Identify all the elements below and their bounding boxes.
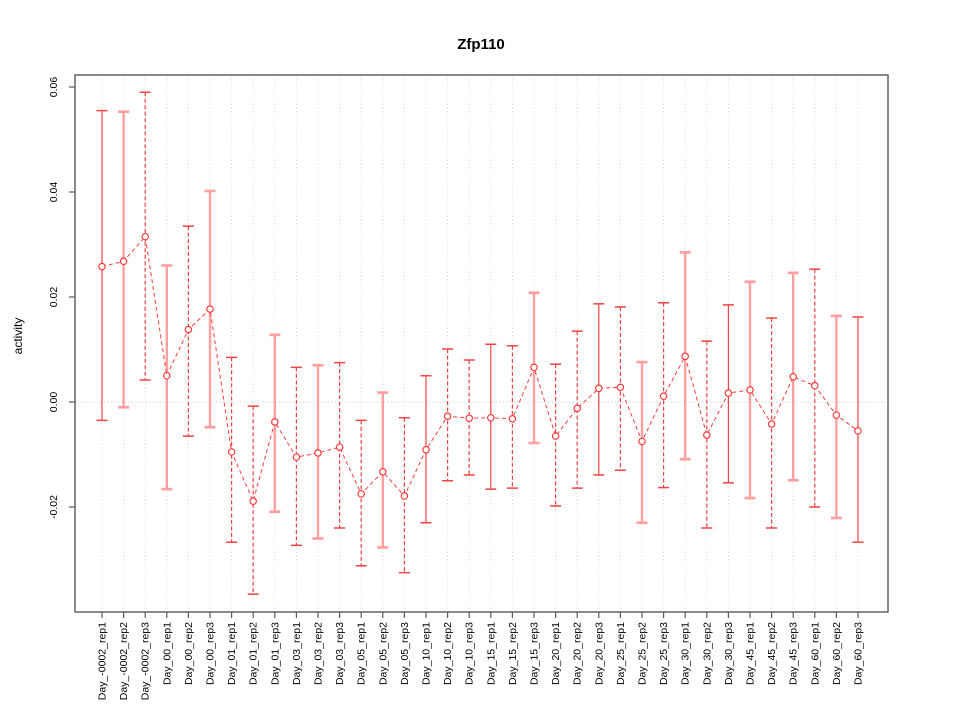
x-tick-label: Day_15_rep1 [485, 622, 497, 685]
data-point [141, 232, 150, 241]
x-tick-label: Day_01_rep2 [248, 622, 260, 685]
data-point [184, 325, 193, 334]
y-tick-label: 0.02 [48, 287, 60, 308]
x-tick-label: Day_00_rep2 [183, 622, 195, 685]
x-tick-label: Day_03_rep1 [291, 622, 303, 685]
x-tick-label: Day_05_rep2 [377, 622, 389, 685]
data-series-layer [96, 91, 864, 595]
data-point [443, 412, 452, 420]
y-tick-label: 0.00 [48, 392, 60, 413]
x-tick-label: Day_01_rep3 [269, 622, 281, 685]
x-tick-label: Day_20_rep2 [572, 622, 584, 685]
x-tick-label: Day_15_rep3 [529, 622, 541, 685]
axis-layer: -0.02 0.00 0.02 0.04 0.06 Day_-0002_rep1 Day_-… [48, 74, 889, 700]
data-point [378, 468, 387, 476]
data-point [98, 262, 106, 271]
data-point [789, 372, 798, 381]
data-point [163, 371, 171, 380]
x-tick-label: Day_30_rep2 [701, 622, 713, 685]
series-line [101, 235, 859, 503]
x-tick-label: Day_03_rep3 [334, 622, 346, 685]
data-point [314, 449, 322, 457]
data-point [227, 448, 236, 456]
grid-layer [76, 76, 887, 611]
data-point [508, 414, 517, 423]
data-point [357, 490, 366, 498]
x-tick-label: Day_60_rep1 [809, 622, 821, 685]
x-tick-label: Day_00_rep3 [205, 622, 217, 685]
x-tick-label: Day_01_rep1 [226, 622, 238, 685]
data-point [810, 381, 819, 390]
y-axis-label: activity [11, 318, 25, 355]
x-tick-label: Day_10_rep3 [464, 622, 476, 685]
data-point [551, 432, 560, 440]
data-point [292, 453, 301, 461]
data-point [638, 437, 646, 446]
data-point [659, 392, 668, 401]
x-tick-label: Day_30_rep1 [680, 622, 692, 685]
x-tick-label: Day_15_rep2 [507, 622, 519, 685]
x-tick-label: Day_20_rep1 [550, 622, 562, 685]
data-point [486, 413, 495, 422]
chart-title: Zfp110 [457, 36, 505, 53]
x-tick-label: Day_20_rep3 [593, 622, 605, 685]
x-tick-label: Day_10_rep2 [442, 622, 454, 685]
x-tick-label: Day_-0002_rep1 [97, 622, 109, 700]
x-tick-label: Day_-0002_rep2 [118, 622, 130, 700]
x-tick-label: Day_60_rep3 [853, 622, 865, 685]
data-point [465, 414, 474, 423]
x-tick-label: Day_60_rep2 [831, 622, 843, 685]
data-point [530, 363, 538, 372]
plot-border [74, 74, 889, 613]
data-point [335, 443, 344, 451]
data-point [249, 497, 258, 506]
x-tick-label: Day_45_rep3 [788, 622, 800, 685]
data-point [724, 389, 733, 397]
y-tick-label: -0.02 [48, 495, 60, 519]
data-point [854, 427, 862, 435]
data-point [400, 492, 409, 500]
data-point [702, 431, 711, 439]
x-tick-label: Day_25_rep2 [637, 622, 649, 685]
data-point [573, 404, 582, 413]
y-tick-label: 0.04 [48, 182, 60, 203]
data-point [767, 420, 776, 428]
data-point [616, 383, 625, 392]
x-tick-label: Day_25_rep1 [615, 622, 627, 685]
x-tick-label: Day_05_rep3 [399, 622, 411, 685]
x-tick-label: Day_30_rep3 [723, 622, 735, 685]
x-tick-label: Day_45_rep2 [766, 622, 778, 685]
data-point [832, 411, 841, 419]
x-tick-label: Day_03_rep2 [313, 622, 325, 685]
data-point [270, 418, 279, 426]
data-point [746, 386, 754, 394]
data-point [594, 384, 603, 393]
x-tick-label: Day_-0002_rep3 [140, 622, 152, 700]
x-tick-label: Day_05_rep1 [356, 622, 368, 685]
data-point [681, 352, 690, 361]
x-tick-label: Day_00_rep1 [161, 622, 173, 685]
data-point [422, 445, 430, 454]
x-tick-label: Day_45_rep1 [745, 622, 757, 685]
x-tick-label: Day_25_rep3 [658, 622, 670, 685]
y-tick-label: 0.06 [48, 77, 60, 98]
x-tick-label: Day_10_rep1 [421, 622, 433, 685]
data-point [119, 257, 128, 266]
data-point [206, 305, 214, 313]
